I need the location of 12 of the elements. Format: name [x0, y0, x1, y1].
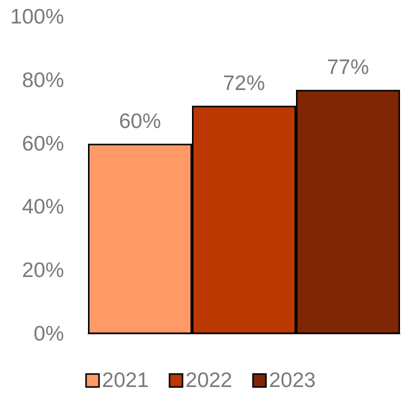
data-label: 72% [222, 72, 266, 95]
legend-label: 2022 [186, 369, 232, 392]
data-label: 60% [118, 110, 162, 133]
y-tick-label: 20% [22, 259, 64, 282]
y-tick-label: 60% [22, 132, 64, 156]
y-tick-label: 100% [10, 6, 64, 28]
legend-label: 2023 [268, 369, 316, 392]
legend-label: 2021 [102, 369, 149, 392]
y-tick-label: 80% [22, 68, 64, 92]
y-tick-label: 40% [22, 196, 64, 219]
data-label: 77% [326, 56, 370, 79]
y-tick-label: 0% [34, 322, 64, 346]
